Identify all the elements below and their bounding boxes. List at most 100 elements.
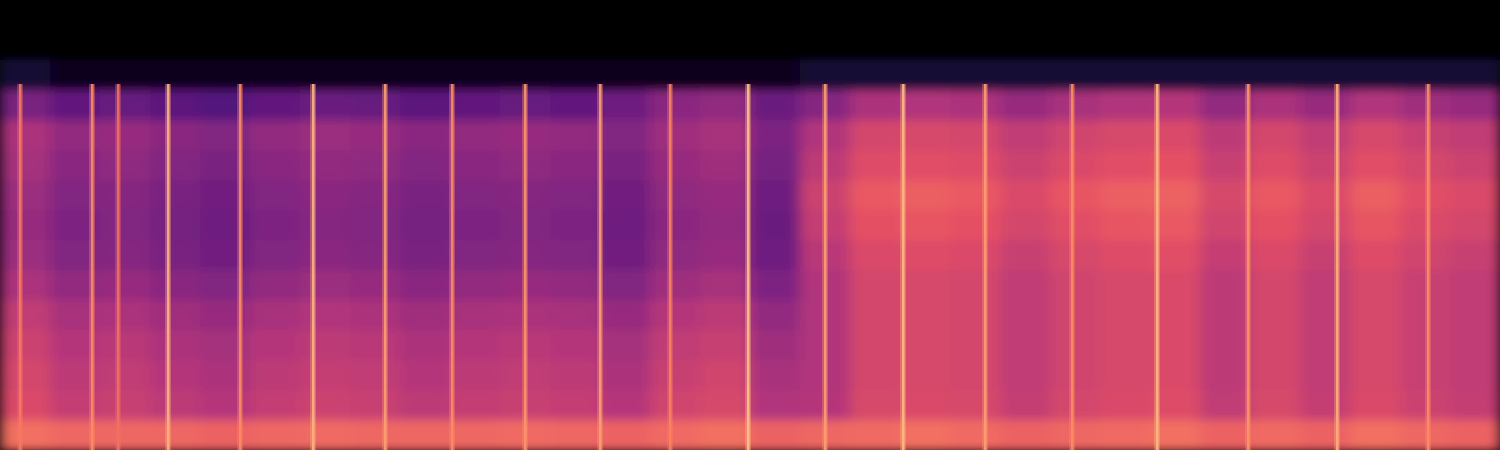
cell: [200, 180, 251, 211]
cell: [750, 420, 801, 450]
cell: [200, 270, 251, 301]
cell: [1350, 90, 1401, 121]
cell: [600, 0, 651, 31]
cell: [450, 270, 501, 301]
cell: [1450, 300, 1500, 331]
cell: [1300, 420, 1351, 450]
cell: [1450, 390, 1500, 421]
cell: [1100, 240, 1151, 271]
cell: [1200, 420, 1251, 450]
cell: [750, 60, 801, 91]
cell: [1050, 330, 1101, 361]
cell: [750, 240, 801, 271]
cell: [1050, 60, 1101, 91]
cell: [100, 390, 151, 421]
cell: [1450, 60, 1500, 91]
transient: [1334, 84, 1340, 450]
cell: [550, 330, 601, 361]
cell: [450, 240, 501, 271]
cell: [1000, 120, 1051, 151]
cell: [700, 90, 751, 121]
cell: [350, 240, 401, 271]
cell: [1000, 270, 1051, 301]
cell: [750, 300, 801, 331]
cell: [350, 210, 401, 241]
cell: [950, 60, 1001, 91]
cell: [1050, 150, 1101, 181]
cell: [1350, 120, 1401, 151]
cell: [950, 270, 1001, 301]
cell: [1050, 390, 1101, 421]
spectrogram: [0, 0, 1500, 450]
cell: [300, 420, 351, 450]
cell: [300, 360, 351, 391]
cell: [150, 390, 201, 421]
cell: [300, 210, 351, 241]
cell: [250, 180, 301, 211]
cell: [150, 240, 201, 271]
cell: [950, 120, 1001, 151]
cell: [200, 300, 251, 331]
cell: [1100, 30, 1151, 61]
cell: [650, 360, 701, 391]
cell: [1450, 210, 1500, 241]
cell: [450, 420, 501, 450]
cell: [1300, 300, 1351, 331]
cell: [850, 60, 901, 91]
cell: [150, 330, 201, 361]
cell: [100, 150, 151, 181]
cell: [1350, 240, 1401, 271]
cell: [300, 150, 351, 181]
cell: [600, 360, 651, 391]
cell: [900, 330, 951, 361]
cell: [800, 0, 851, 31]
transient: [1154, 84, 1160, 450]
cell: [1000, 330, 1051, 361]
cell: [300, 270, 351, 301]
cell: [1300, 390, 1351, 421]
cell: [300, 390, 351, 421]
cell: [700, 390, 751, 421]
cell: [650, 120, 701, 151]
cell: [100, 210, 151, 241]
cell: [1300, 360, 1351, 391]
cell: [1200, 150, 1251, 181]
cell: [1350, 270, 1401, 301]
cell: [350, 300, 401, 331]
cell: [400, 360, 451, 391]
cell: [1000, 210, 1051, 241]
cell: [1200, 120, 1251, 151]
cell: [400, 120, 451, 151]
transient: [522, 84, 528, 450]
cell: [750, 90, 801, 121]
cell: [100, 120, 151, 151]
cell: [900, 30, 951, 61]
cell: [300, 90, 351, 121]
cell: [850, 90, 901, 121]
transient: [382, 84, 388, 450]
cell: [1450, 270, 1500, 301]
cell: [0, 0, 51, 31]
cell: [1200, 90, 1251, 121]
cell: [300, 0, 351, 31]
cell: [1250, 60, 1301, 91]
cell: [1300, 60, 1351, 91]
cell: [100, 90, 151, 121]
cell: [800, 30, 851, 61]
cell: [100, 0, 151, 31]
cell: [0, 390, 51, 421]
cell: [650, 240, 701, 271]
cell: [1350, 300, 1401, 331]
cell: [700, 270, 751, 301]
cell: [450, 390, 501, 421]
transients: [17, 84, 1431, 450]
cell: [550, 240, 601, 271]
cell: [1300, 240, 1351, 271]
cell: [1300, 180, 1351, 211]
cell: [600, 30, 651, 61]
cell: [1450, 360, 1500, 391]
cell: [200, 0, 251, 31]
cell: [700, 150, 751, 181]
cell: [850, 420, 901, 450]
cell: [1100, 390, 1151, 421]
